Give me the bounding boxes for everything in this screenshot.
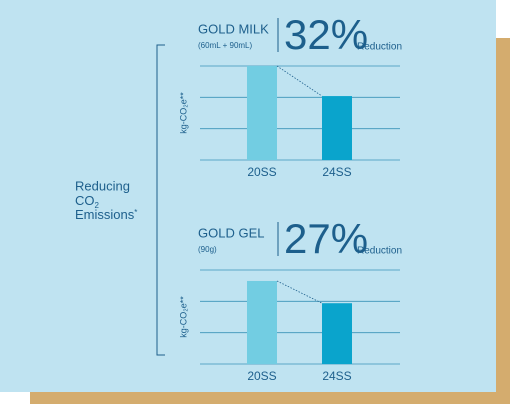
y-axis-label: kg-CO₂e** xyxy=(178,296,188,338)
chart-subtitle: (90g) xyxy=(198,245,217,254)
chart-title: GOLD GEL xyxy=(198,225,264,240)
chart-title: GOLD MILK xyxy=(198,21,269,36)
side-label: CO2 xyxy=(75,193,100,210)
side-label: Emissions xyxy=(75,207,135,222)
headline-note: Reduction xyxy=(357,42,402,53)
chart-subtitle: (60mL + 90mL) xyxy=(198,41,253,50)
headline: 32% xyxy=(284,11,368,58)
side-label-sub: 2 xyxy=(95,201,100,210)
x-tick-label: 20SS xyxy=(247,369,276,383)
side-label-mark: * xyxy=(134,208,137,217)
headline: 27% xyxy=(284,215,368,262)
bar xyxy=(247,280,277,364)
bar xyxy=(247,66,277,160)
bar xyxy=(322,303,352,364)
x-tick-label: 24SS xyxy=(322,369,351,383)
headline-note: Reduction xyxy=(357,246,402,257)
side-label: CO xyxy=(75,193,95,208)
y-axis-label: kg-CO₂e** xyxy=(178,92,188,134)
connector xyxy=(276,280,323,304)
bracket xyxy=(156,44,165,356)
bar xyxy=(322,96,352,160)
connector xyxy=(276,65,323,97)
side-label: Emissions* xyxy=(75,207,137,222)
x-tick-label: 24SS xyxy=(322,165,351,179)
x-tick-label: 20SS xyxy=(247,165,276,179)
side-label: Reducing xyxy=(75,178,130,193)
